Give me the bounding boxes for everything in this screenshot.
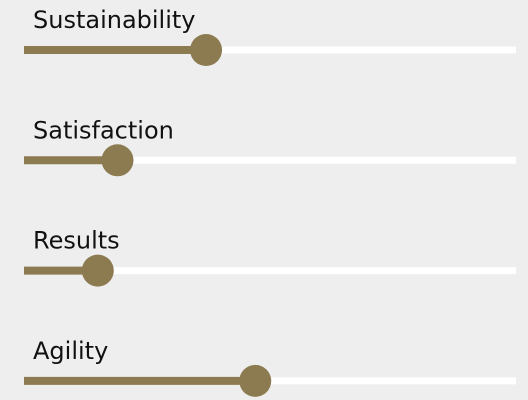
slider-label: Sustainability [33, 6, 196, 34]
slider-thumb[interactable] [190, 34, 223, 66]
slider-label: Satisfaction [33, 116, 174, 144]
slider-label: Agility [33, 337, 108, 365]
slider-thumb[interactable] [81, 254, 114, 287]
slider-thumb[interactable] [101, 144, 134, 177]
slider-label: Results [33, 227, 120, 255]
slider-thumb[interactable] [239, 364, 272, 397]
